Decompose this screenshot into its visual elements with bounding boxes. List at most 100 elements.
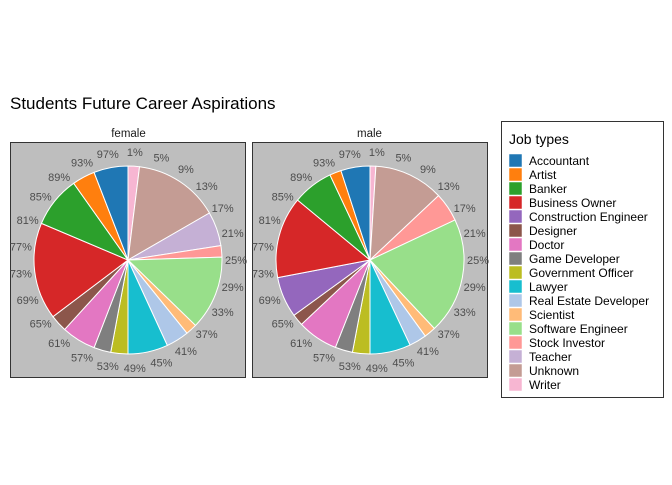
legend-key-doctor <box>508 237 523 252</box>
angle-tick-label: 81% <box>259 215 281 227</box>
legend-key-accountant <box>508 153 523 168</box>
angle-tick-label: 29% <box>464 282 486 294</box>
angle-tick-label: 57% <box>313 353 335 365</box>
angle-tick-label: 13% <box>438 181 460 193</box>
legend-key-unknown <box>508 363 523 378</box>
legend-key-construction-engineer <box>508 209 523 224</box>
legend-label-artist: Artist <box>529 168 557 182</box>
angle-tick-label: 45% <box>392 358 414 370</box>
legend-key-scientist <box>508 307 523 322</box>
angle-tick-label: 89% <box>290 172 312 184</box>
angle-tick-label: 25% <box>467 255 489 267</box>
legend-key-government-officer <box>508 265 523 280</box>
angle-tick-label: 9% <box>178 164 194 176</box>
angle-tick-label: 61% <box>48 338 70 350</box>
angle-tick-label: 85% <box>272 192 294 204</box>
angle-tick-label: 41% <box>175 346 197 358</box>
legend-label-doctor: Doctor <box>529 238 564 252</box>
legend-box <box>501 121 664 398</box>
legend-label-game-developer: Game Developer <box>529 252 620 266</box>
legend-label-unknown: Unknown <box>529 364 579 378</box>
legend-key-designer <box>508 223 523 238</box>
legend: Job types AccountantArtistBankerBusiness… <box>501 121 664 398</box>
angle-tick-label: 13% <box>196 181 218 193</box>
angle-tick-label: 61% <box>290 338 312 350</box>
legend-key-business-owner <box>508 195 523 210</box>
pie-slice-female-unknown <box>127 166 211 261</box>
angle-tick-label: 53% <box>339 361 361 373</box>
legend-key-banker <box>508 181 523 196</box>
angle-tick-label: 73% <box>10 269 32 281</box>
angle-tick-label: 53% <box>97 361 119 373</box>
angle-tick-label: 21% <box>222 228 244 240</box>
angle-tick-label: 17% <box>212 203 234 215</box>
panel-label-female: female <box>111 128 146 140</box>
panel-male: male 1% 5% 9%13% 17% 21% 25% 29% 33% 37% 41%45% 49… <box>252 128 489 378</box>
angle-tick-label: 21% <box>464 228 486 240</box>
pie-slice-female-business-owner <box>33 222 129 318</box>
angle-tick-label: 65% <box>30 319 52 331</box>
angle-tick-label: 5% <box>153 152 169 164</box>
legend-label-designer: Designer <box>529 224 577 238</box>
legend-label-government-officer: Government Officer <box>529 266 633 280</box>
angle-tick-label: 1% <box>369 147 385 159</box>
angle-tick-label: 97% <box>97 149 119 161</box>
legend-title: Job types <box>509 131 569 147</box>
angle-tick-label: 17% <box>454 203 476 215</box>
pie-slice-male-software-engineer <box>369 219 465 330</box>
legend-label-banker: Banker <box>529 182 567 196</box>
legend-key-writer <box>508 377 523 392</box>
legend-label-teacher: Teacher <box>529 350 572 364</box>
panel-female: female 1% 5% 9%13% 17% 21% 25% 29% 33% 37% 41%45%… <box>10 128 247 378</box>
angle-tick-label: 77% <box>252 242 274 254</box>
legend-label-stock-investor: Stock Investor <box>529 336 605 350</box>
angle-tick-label: 49% <box>366 363 388 375</box>
angle-tick-label: 69% <box>17 295 39 307</box>
legend-label-lawyer: Lawyer <box>529 280 568 294</box>
angle-tick-label: 41% <box>417 346 439 358</box>
legend-key-lawyer <box>508 279 523 294</box>
legend-key-game-developer <box>508 251 523 266</box>
angle-tick-label: 57% <box>71 353 93 365</box>
legend-key-artist <box>508 167 523 182</box>
legend-key-software-engineer <box>508 321 523 336</box>
angle-tick-label: 65% <box>272 319 294 331</box>
legend-label-construction-engineer: Construction Engineer <box>529 210 648 224</box>
legend-label-scientist: Scientist <box>529 308 575 322</box>
legend-label-software-engineer: Software Engineer <box>529 322 628 336</box>
angle-tick-label: 29% <box>222 282 244 294</box>
angle-tick-label: 73% <box>252 269 274 281</box>
angle-tick-label: 1% <box>127 147 143 159</box>
angle-tick-label: 25% <box>225 255 247 267</box>
legend-label-real-estate-developer: Real Estate Developer <box>529 294 649 308</box>
angle-tick-label: 33% <box>212 307 234 319</box>
angle-tick-label: 97% <box>339 149 361 161</box>
angle-tick-label: 93% <box>313 157 335 169</box>
legend-label-business-owner: Business Owner <box>529 196 616 210</box>
panel-label-male: male <box>357 128 382 140</box>
angle-tick-label: 37% <box>196 329 218 341</box>
angle-tick-label: 93% <box>71 157 93 169</box>
angle-tick-label: 89% <box>48 172 70 184</box>
angle-tick-label: 49% <box>124 363 146 375</box>
pie-slice-male-unknown <box>369 165 440 262</box>
angle-tick-label: 77% <box>10 242 32 254</box>
angle-tick-label: 33% <box>454 307 476 319</box>
legend-label-writer: Writer <box>529 378 561 392</box>
angle-tick-label: 5% <box>395 152 411 164</box>
pie-slice-female-software-engineer <box>126 256 223 327</box>
legend-key-real-estate-developer <box>508 293 523 308</box>
chart-title: Students Future Career Aspirations <box>10 94 276 113</box>
legend-label-accountant: Accountant <box>529 154 590 168</box>
angle-tick-label: 69% <box>259 295 281 307</box>
angle-tick-label: 9% <box>420 164 436 176</box>
legend-key-stock-investor <box>508 335 523 350</box>
legend-key-teacher <box>508 349 523 364</box>
angle-tick-label: 45% <box>150 358 172 370</box>
angle-tick-label: 81% <box>17 215 39 227</box>
pie-slice-female-accountant <box>93 165 129 261</box>
pie-slice-male-accountant <box>340 165 371 261</box>
angle-tick-label: 37% <box>438 329 460 341</box>
pie-slice-male-business-owner <box>275 199 372 279</box>
